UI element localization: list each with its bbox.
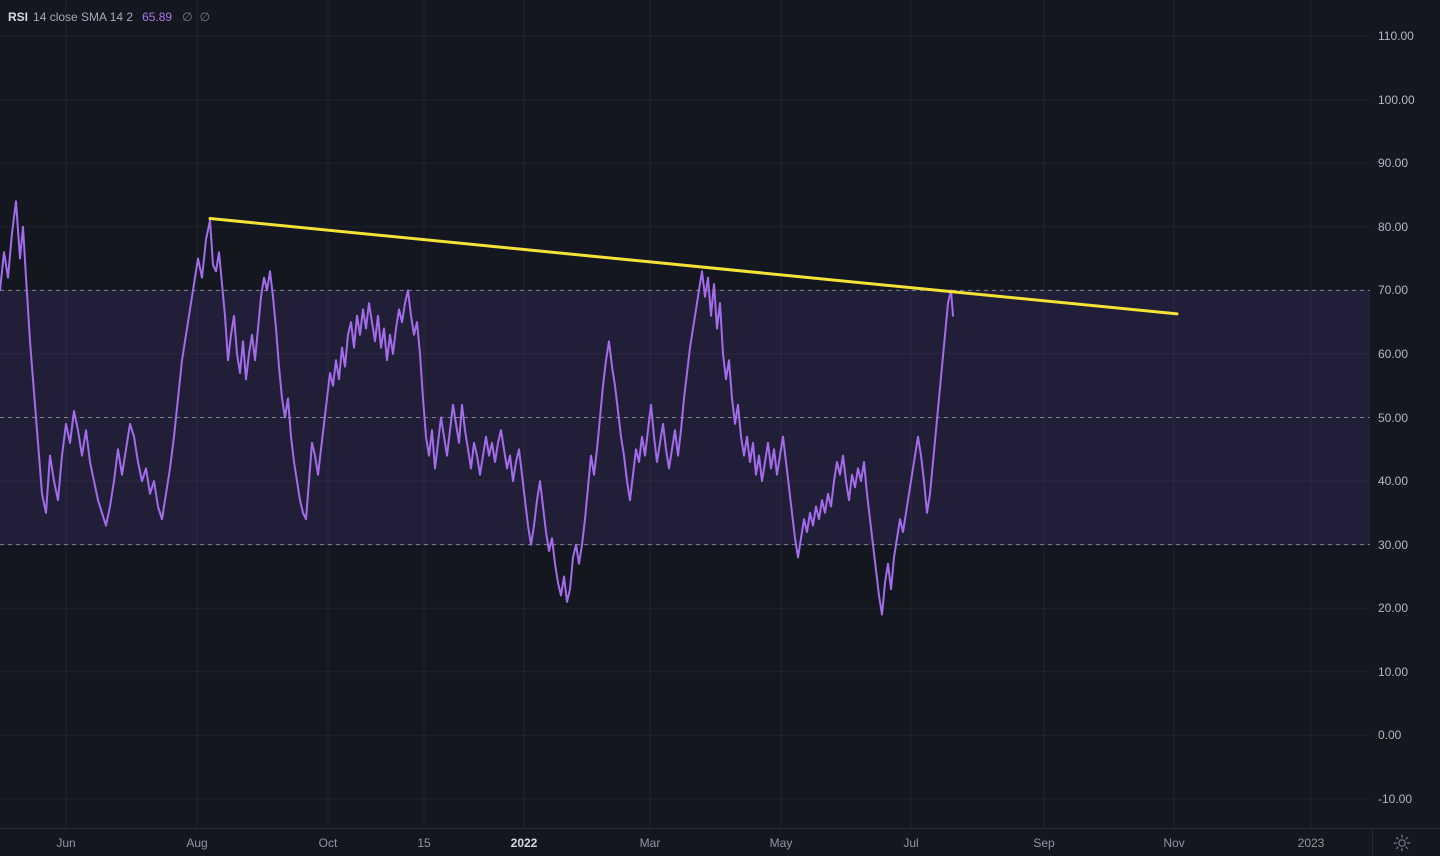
time-axis-label: Oct — [318, 836, 338, 850]
trendline-drawing[interactable] — [208, 217, 1179, 316]
price-axis-label: 110.00 — [1378, 29, 1414, 43]
time-axis-label: Aug — [186, 836, 208, 850]
indicator-value: 65.89 — [142, 10, 173, 24]
rsi-band — [0, 290, 1370, 545]
price-axis-label: 80.00 — [1378, 219, 1409, 234]
price-axis-label: 0.00 — [1378, 728, 1402, 743]
rsi-plot-line — [0, 200, 954, 616]
price-axis-label: 10.00 — [1378, 664, 1409, 679]
price-axis-label: 90.00 — [1378, 156, 1409, 171]
time-axis-label: Jul — [903, 836, 919, 850]
price-axis-label: 50.00 — [1378, 410, 1409, 425]
sun-icon[interactable] — [1391, 832, 1413, 854]
indicator-name: RSI — [8, 10, 29, 24]
time-axis-label: 2023 — [1297, 836, 1325, 850]
price-axis-label: 40.00 — [1378, 474, 1409, 489]
price-axis-label: 20.00 — [1378, 601, 1409, 616]
time-axis-label: 2022 — [510, 836, 538, 850]
time-axis[interactable]: Jun Aug Oct 15 2022 Mar May Jul Sep Nov 2023 — [0, 828, 1440, 856]
time-axis-label: Mar — [639, 836, 661, 850]
price-axis-label: -10.00 — [1378, 792, 1413, 806]
price-axis-label: 30.00 — [1378, 537, 1409, 552]
indicator-legend[interactable]: RSI 14 close SMA 14 2 65.89 ∅ ∅ — [8, 9, 217, 25]
price-axis-label: 60.00 — [1378, 346, 1409, 361]
price-axis[interactable]: 110.00 100.00 90.00 80.00 70.00 60.00 50.00 40.… — [1370, 0, 1440, 828]
price-axis-label: 100.00 — [1378, 92, 1415, 107]
indicator-params: 14 close SMA 14 2 — [33, 10, 134, 24]
time-axis-label: 15 — [417, 836, 431, 850]
time-axis-label: Jun — [56, 836, 76, 850]
time-axis-label: May — [769, 836, 793, 850]
axis-divider — [1372, 829, 1373, 856]
empty-set-icon: ∅ — [199, 10, 211, 24]
price-axis-label: 70.00 — [1378, 283, 1409, 298]
empty-set-icon: ∅ — [182, 10, 193, 24]
time-axis-label: Sep — [1033, 836, 1055, 850]
time-axis-label: Nov — [1163, 836, 1185, 850]
